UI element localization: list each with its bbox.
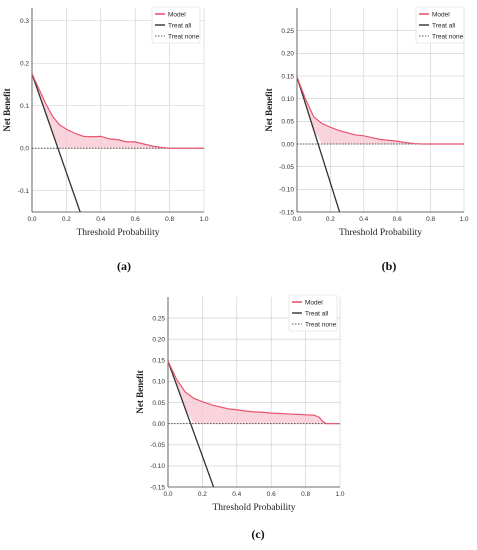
model-benefit-area: [168, 361, 340, 424]
y-tick-label: -0.10: [150, 463, 165, 470]
legend-box: [288, 294, 338, 332]
series-treat-all-line: [32, 73, 81, 212]
series-treat-all-line: [168, 360, 215, 487]
y-tick-label: 0.00: [281, 141, 294, 148]
x-tick-label: 0.6: [131, 216, 140, 223]
x-axis-title: Threshold Probability: [339, 228, 422, 238]
y-tick-label: 0.15: [281, 73, 294, 80]
series-model-line: [32, 73, 204, 149]
x-tick-label: 0.2: [326, 216, 335, 223]
y-tick-label: -0.10: [279, 187, 294, 194]
legend-label: Treat all: [305, 310, 329, 317]
x-tick-label: 1.0: [459, 216, 468, 223]
x-tick-label: 0.2: [62, 216, 71, 223]
y-tick-label: 0.20: [152, 337, 165, 344]
x-tick-label: 0.8: [426, 216, 435, 223]
legend-label: Treat all: [168, 22, 192, 29]
legend-label: Treat none: [305, 321, 337, 328]
chart-panel-2: 0.0 0.2 0.4 0.6 0.8 1.0 -0.15 -0.10 -0.05 0.00 0.0…: [264, 6, 469, 238]
legend-label: Model: [305, 299, 323, 306]
y-tick-label: 0.00: [152, 421, 165, 428]
panel-caption: (c): [251, 527, 264, 541]
panel-caption: (b): [382, 259, 397, 273]
legend-label: Treat none: [168, 33, 200, 40]
chart-panel-3: 0.0 0.2 0.4 0.6 0.8 1.0 -0.15 -0.10 -0.05 0.00 0.0…: [135, 294, 345, 513]
x-tick-label: 0.0: [27, 216, 36, 223]
y-tick-label: 0.10: [152, 379, 165, 386]
x-tick-label: 0.4: [232, 491, 241, 498]
x-tick-label: 1.0: [199, 216, 208, 223]
x-tick-label: 1.0: [335, 491, 344, 498]
series-model-line: [168, 360, 340, 425]
legend-box: [151, 6, 201, 44]
y-axis-title: Net Benefit: [2, 88, 12, 131]
y-tick-label: -0.05: [279, 164, 294, 171]
legend-box: [415, 6, 465, 44]
y-tick-label: 0.1: [20, 103, 29, 110]
legend-label: Treat none: [432, 33, 464, 40]
y-tick-label: 0.2: [20, 61, 29, 68]
y-tick-label: 0.05: [152, 400, 165, 407]
plot-content: [297, 76, 464, 212]
y-tick-label: 0.25: [152, 315, 165, 322]
x-tick-label: 0.2: [198, 491, 207, 498]
x-tick-label: 0.6: [267, 491, 276, 498]
y-tick-label: 0.25: [281, 28, 294, 35]
x-tick-label: 0.8: [165, 216, 174, 223]
legend-label: Model: [432, 11, 450, 18]
y-tick-label: -0.15: [150, 484, 165, 491]
chart-panel-1: 0.0 0.2 0.4 0.6 0.8 1.0 -0.1 0.0 0.1 0.2 0.3 Thresh…: [2, 6, 209, 238]
x-axis-title: Threshold Probability: [76, 228, 159, 238]
y-tick-label: 0.20: [281, 51, 294, 58]
x-tick-label: 0.8: [301, 491, 310, 498]
panel-caption: (a): [117, 259, 131, 273]
x-tick-label: 0.4: [359, 216, 368, 223]
plot-content: [168, 360, 340, 487]
y-tick-label: -0.1: [18, 188, 30, 195]
y-axis-title: Net Benefit: [264, 88, 274, 131]
legend-label: Treat all: [432, 22, 456, 29]
y-tick-label: -0.05: [150, 442, 165, 449]
legend-label: Model: [168, 11, 186, 18]
y-tick-label: 0.3: [20, 18, 29, 25]
y-tick-label: 0.15: [152, 358, 165, 365]
y-tick-label: -0.15: [279, 209, 294, 216]
plot-content: [32, 73, 204, 212]
series-treat-all-line: [297, 76, 341, 212]
x-tick-label: 0.6: [393, 216, 402, 223]
x-tick-label: 0.4: [96, 216, 105, 223]
x-axis-title: Threshold Probability: [212, 503, 295, 513]
y-tick-label: 0.05: [281, 119, 294, 126]
x-tick-label: 0.0: [292, 216, 301, 223]
y-axis-title: Net Benefit: [135, 370, 145, 413]
series-model-line: [297, 76, 464, 145]
y-tick-label: 0.0: [20, 146, 29, 153]
x-tick-label: 0.0: [163, 491, 172, 498]
y-tick-label: 0.10: [281, 96, 294, 103]
